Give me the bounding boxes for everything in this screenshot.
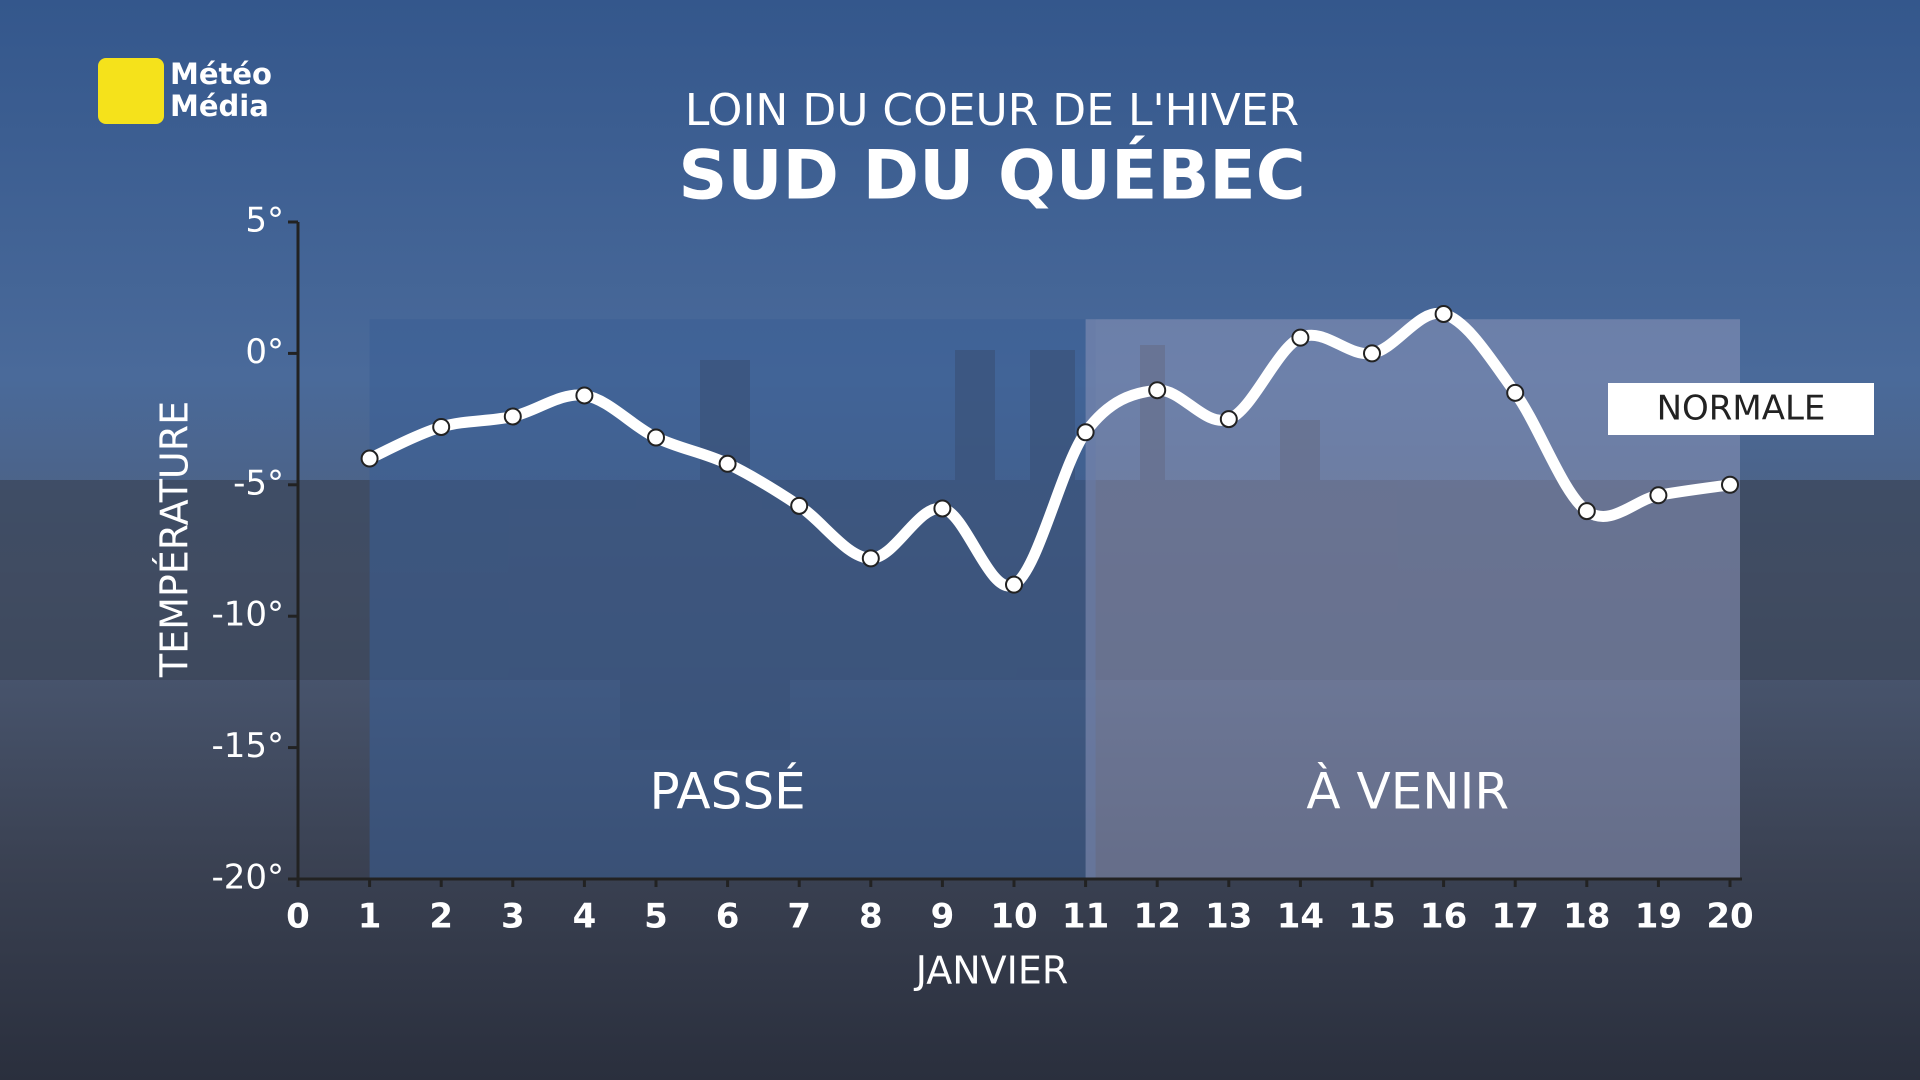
data-point <box>790 496 809 515</box>
y-tick-label: -10° <box>211 595 284 635</box>
data-point <box>1434 304 1453 323</box>
y-tick-label: 0° <box>245 332 284 372</box>
y-tick-label: -20° <box>211 858 284 898</box>
data-point <box>1506 383 1525 402</box>
region <box>369 319 1096 880</box>
logo-text: Météo <box>170 57 272 91</box>
x-tick-label: 11 <box>1062 897 1109 937</box>
data-point <box>718 454 737 473</box>
x-tick-label: 5 <box>644 897 668 937</box>
x-tick-label: 13 <box>1205 897 1252 937</box>
x-tick-label: 2 <box>429 897 453 937</box>
y-tick-label: 5° <box>245 201 284 241</box>
x-tick-label: 7 <box>787 897 811 937</box>
data-point <box>503 407 522 426</box>
logo: Météo Média <box>98 57 272 124</box>
x-tick-label: 19 <box>1635 897 1682 937</box>
series-line <box>364 307 1736 592</box>
data-point <box>1577 502 1596 521</box>
x-tick-label: 3 <box>501 897 525 937</box>
data-point <box>360 449 379 468</box>
x-tick-label: 4 <box>573 897 597 937</box>
data-point <box>1721 475 1739 494</box>
logo-text: Média <box>170 89 269 123</box>
x-axis-label: JANVIER <box>914 949 1069 993</box>
chart-subtitle: SUD DU QUÉBEC <box>678 136 1305 216</box>
x-tick-label: 16 <box>1420 897 1467 937</box>
x-tick-label: 15 <box>1348 897 1395 937</box>
data-point <box>1219 410 1238 429</box>
data-point <box>1005 575 1023 594</box>
data-point <box>647 428 665 447</box>
x-tick-label: 12 <box>1134 897 1181 937</box>
annotation: NORMALE <box>1657 389 1826 429</box>
data-point <box>933 499 952 518</box>
x-tick-label: 18 <box>1563 897 1610 937</box>
x-tick-label: 17 <box>1492 897 1539 937</box>
data-point <box>861 549 880 568</box>
y-axis-label: TEMPÉRATURE <box>153 401 197 678</box>
data-point <box>1363 344 1381 363</box>
y-tick-label: -15° <box>211 726 284 766</box>
x-tick-label: 20 <box>1706 897 1753 937</box>
x-tick-label: 6 <box>716 897 740 937</box>
y-tick-label: -5° <box>233 463 284 503</box>
data-point <box>1076 423 1095 442</box>
data-point <box>1649 486 1668 505</box>
data-point <box>432 417 451 436</box>
region-label: À VENIR <box>1306 762 1509 821</box>
chart-title: LOIN DU COEUR DE L'HIVER <box>685 85 1299 136</box>
data-point <box>575 386 594 405</box>
x-tick-label: 9 <box>931 897 955 937</box>
x-tick-label: 1 <box>358 897 382 937</box>
annotation-box <box>1608 383 1874 435</box>
data-point <box>1148 381 1167 400</box>
x-tick-label: 8 <box>859 897 883 937</box>
data-point <box>1291 328 1310 347</box>
x-tick-label: 10 <box>990 897 1037 937</box>
logo-icon <box>98 58 164 124</box>
x-tick-label: 0 <box>286 897 310 937</box>
x-tick-label: 14 <box>1277 897 1324 937</box>
region-label: PASSÉ <box>649 762 805 821</box>
